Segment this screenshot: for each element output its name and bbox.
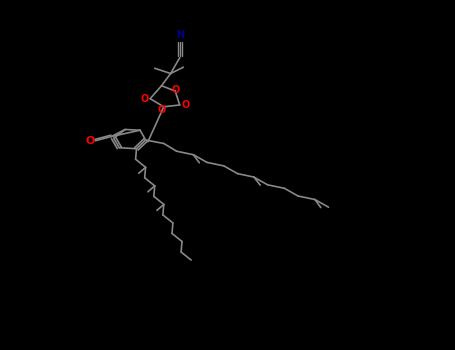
Text: N: N <box>176 30 184 40</box>
Text: O: O <box>181 100 189 110</box>
Text: O: O <box>172 85 180 95</box>
Text: O: O <box>141 94 149 104</box>
Text: O: O <box>157 105 166 115</box>
Text: O: O <box>86 136 95 146</box>
